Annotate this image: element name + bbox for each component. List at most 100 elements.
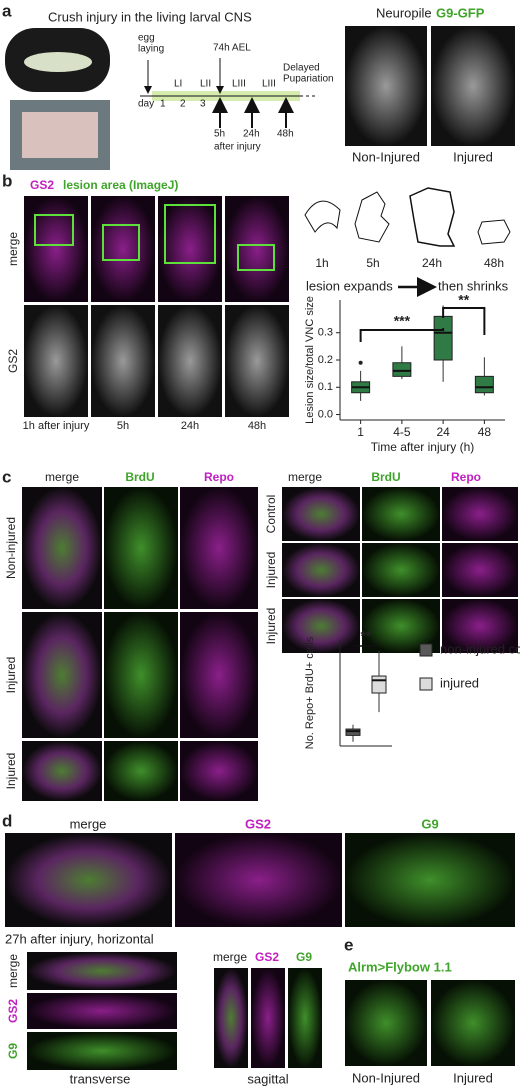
column-label: GS2	[255, 950, 279, 964]
micrograph	[104, 612, 178, 738]
micrograph	[22, 612, 102, 738]
lesion-outline	[34, 214, 74, 246]
panel-label: b	[2, 171, 12, 190]
x-tick-label: 1	[357, 425, 364, 439]
micrograph	[431, 980, 515, 1066]
condition: Non-Injured	[352, 1070, 420, 1085]
outline-label: 5h	[366, 256, 379, 270]
hour-caption: after injury	[214, 142, 261, 153]
legend-swatch	[419, 643, 433, 657]
column-label: 1h after injury	[23, 420, 90, 432]
condition: Non-Injured	[352, 149, 420, 164]
micrograph	[5, 833, 172, 927]
image-title: G9-GFP	[436, 5, 485, 20]
panel-a: a Crush injury in the living larval CNS …	[2, 1, 515, 170]
column-label: Repo	[451, 470, 481, 484]
day: 1	[160, 99, 166, 110]
lesion-outline	[164, 204, 216, 264]
micrograph	[345, 980, 427, 1066]
box	[433, 315, 453, 361]
column-label: merge	[45, 470, 79, 484]
panel-c: c merge BrdU Repo Non-injured Injured In…	[2, 467, 518, 801]
caption: 27h after injury, horizontal	[5, 931, 154, 946]
row-label: Non-injured	[4, 517, 18, 579]
view-label: transverse	[70, 1071, 131, 1086]
day: 3	[200, 99, 206, 110]
y-tick-label: 0.0	[318, 408, 333, 420]
panel-label: e	[344, 935, 353, 954]
hour: 24h	[243, 129, 260, 140]
row-label: Injured	[264, 608, 278, 645]
micrograph	[104, 487, 178, 609]
outline-label: 1h	[315, 256, 328, 270]
micrograph	[362, 487, 440, 541]
box	[392, 362, 412, 377]
timeline-label: laying	[138, 44, 164, 55]
row-label: Injured	[4, 657, 18, 694]
outline-label: 48h	[484, 256, 504, 270]
column-label: G9	[296, 950, 312, 964]
box	[371, 675, 387, 694]
micrograph	[158, 305, 222, 417]
panel-label: d	[2, 811, 12, 830]
lesion-outline	[102, 224, 140, 261]
outline-shape	[409, 187, 456, 247]
micrograph	[91, 196, 155, 302]
y-tick-label: 0.3	[318, 327, 333, 339]
x-tick-label: 48	[478, 425, 492, 439]
micrograph	[442, 487, 518, 541]
micrograph	[345, 833, 515, 927]
micrograph	[27, 1032, 177, 1070]
panel-b: b GS2 lesion area (ImageJ) merge GS2 1h …	[2, 171, 511, 432]
micrograph	[180, 741, 258, 801]
row-label: merge	[6, 232, 20, 266]
x-tick-label: 24	[436, 425, 450, 439]
legend-text: lesion area (ImageJ)	[63, 178, 178, 192]
panel-label: c	[2, 467, 11, 486]
column-label: GS2	[245, 816, 271, 831]
image-title: Alrm>Flybow 1.1	[348, 959, 452, 974]
row-label: GS2	[6, 349, 20, 373]
lesion-outline	[237, 244, 275, 271]
y-axis-label: No. Repo+ BrdU+ cells	[304, 636, 316, 749]
micrograph	[442, 543, 518, 597]
timeline-label: 74h AEL	[213, 43, 251, 54]
larva	[24, 52, 92, 72]
row-label: Injured	[264, 552, 278, 589]
outline-shape	[304, 200, 341, 233]
row-label: GS2	[6, 999, 20, 1023]
micrograph	[91, 305, 155, 417]
micrograph	[24, 305, 88, 417]
micrograph	[27, 952, 177, 990]
micrograph	[442, 599, 518, 653]
stage: LI	[174, 79, 182, 90]
y-axis-label: Lesion size/total VNC size	[304, 296, 316, 424]
row-label: merge	[6, 954, 20, 988]
column-label: BrdU	[125, 470, 154, 484]
legend-swatch	[419, 677, 433, 691]
stage: LIII	[232, 79, 246, 90]
y-tick-label: 0.1	[318, 381, 333, 393]
micrograph	[180, 487, 258, 609]
panel-d: d merge GS2 G9 27h after injury, horizon…	[2, 811, 515, 1086]
significance: **	[361, 628, 372, 644]
micrograph	[175, 833, 342, 927]
day: day	[138, 99, 154, 110]
row-label: Injured	[4, 753, 18, 790]
micrograph	[251, 968, 285, 1068]
panel-e: e Alrm>Flybow 1.1 Non-Injured Injured	[344, 935, 515, 1085]
hour: 48h	[277, 129, 294, 140]
micrograph	[22, 487, 102, 609]
column-label: G9	[421, 816, 438, 831]
annotation: lesion expands	[306, 278, 393, 293]
micrograph	[345, 26, 427, 146]
micrograph	[225, 196, 289, 302]
legend-label: non-injured control	[440, 641, 520, 656]
dish	[22, 112, 98, 158]
column-label: 48h	[248, 420, 266, 432]
micrograph	[282, 543, 360, 597]
column-label: BrdU	[371, 470, 400, 484]
box	[474, 375, 494, 394]
micrograph	[27, 993, 177, 1029]
day: 2	[180, 99, 186, 110]
